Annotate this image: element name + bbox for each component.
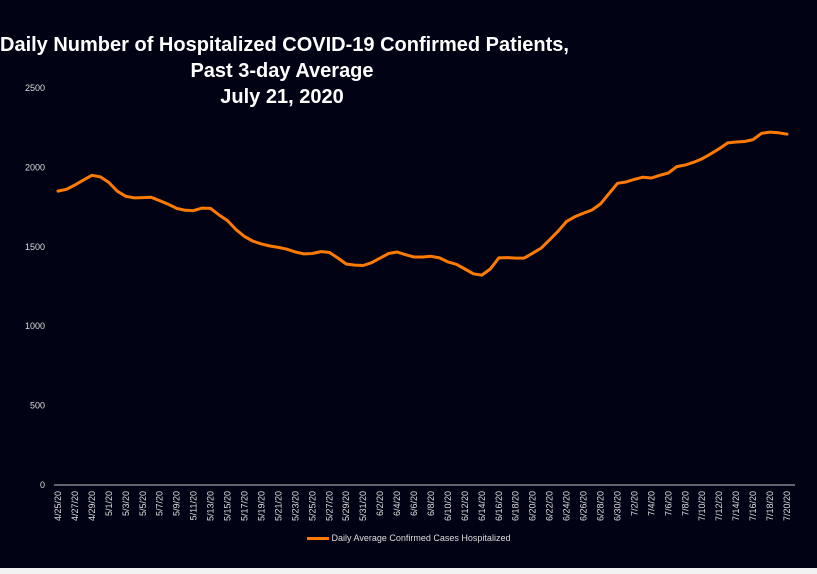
x-tick-label: 6/8/20 bbox=[426, 491, 436, 516]
legend: Daily Average Confirmed Cases Hospitaliz… bbox=[0, 533, 817, 543]
x-tick-label: 7/14/20 bbox=[731, 491, 741, 521]
x-tick-label: 5/13/20 bbox=[206, 491, 216, 521]
y-tick-label: 500 bbox=[30, 401, 45, 411]
x-tick-label: 6/2/20 bbox=[375, 491, 385, 516]
x-tick-label: 4/25/20 bbox=[53, 491, 63, 521]
chart-title-line-3: July 21, 2020 bbox=[220, 86, 344, 108]
x-tick-label: 5/27/20 bbox=[324, 491, 334, 521]
y-tick-label: 1500 bbox=[25, 242, 45, 252]
y-tick-label: 0 bbox=[40, 480, 45, 490]
x-tick-label: 5/25/20 bbox=[307, 491, 317, 521]
chart-title-line-2: Past 3-day Average bbox=[190, 60, 374, 82]
x-tick-label: 7/4/20 bbox=[646, 491, 656, 516]
x-tick-label: 5/19/20 bbox=[256, 491, 266, 521]
x-tick-label: 6/14/20 bbox=[477, 491, 487, 521]
x-tick-label: 6/28/20 bbox=[596, 491, 606, 521]
x-tick-label: 4/27/20 bbox=[70, 491, 80, 521]
series-line bbox=[56, 130, 789, 277]
chart-title: Daily Number of Hospitalized COVID-19 Co… bbox=[0, 32, 569, 110]
x-tick-label: 5/15/20 bbox=[223, 491, 233, 521]
x-tick-label: 7/10/20 bbox=[697, 491, 707, 521]
legend-label: Daily Average Confirmed Cases Hospitaliz… bbox=[331, 533, 511, 543]
x-tick-label: 6/18/20 bbox=[511, 491, 521, 521]
x-tick-label: 4/29/20 bbox=[87, 491, 97, 521]
y-tick-label: 2000 bbox=[25, 162, 45, 172]
x-tick-label: 7/12/20 bbox=[714, 491, 724, 521]
x-tick-label: 5/17/20 bbox=[239, 491, 249, 521]
x-tick-label: 5/5/20 bbox=[138, 491, 148, 516]
x-tick-label: 6/26/20 bbox=[579, 491, 589, 521]
x-tick-label: 7/8/20 bbox=[680, 491, 690, 516]
x-tick-label: 6/20/20 bbox=[528, 491, 538, 521]
x-tick-label: 6/16/20 bbox=[494, 491, 504, 521]
x-tick-label: 7/6/20 bbox=[663, 491, 673, 516]
x-tick-label: 6/24/20 bbox=[562, 491, 572, 521]
x-tick-label: 6/6/20 bbox=[409, 491, 419, 516]
x-tick-label: 5/9/20 bbox=[172, 491, 182, 516]
x-tick-label: 7/2/20 bbox=[629, 491, 639, 516]
x-tick-label: 5/3/20 bbox=[121, 491, 131, 516]
x-tick-label: 5/31/20 bbox=[358, 491, 368, 521]
x-tick-label: 6/10/20 bbox=[443, 491, 453, 521]
x-tick-label: 5/11/20 bbox=[189, 491, 199, 520]
x-tick-label: 6/12/20 bbox=[460, 491, 470, 521]
x-tick-label: 7/16/20 bbox=[748, 491, 758, 521]
x-tick-label: 5/7/20 bbox=[155, 491, 165, 516]
x-tick-label: 7/18/20 bbox=[765, 491, 775, 521]
x-tick-label: 7/20/20 bbox=[782, 491, 792, 521]
x-tick-label: 6/30/20 bbox=[612, 491, 622, 521]
x-tick-label: 5/29/20 bbox=[341, 491, 351, 521]
x-tick-label: 5/21/20 bbox=[273, 491, 283, 521]
legend-swatch bbox=[306, 537, 329, 541]
x-tick-label: 6/4/20 bbox=[392, 491, 402, 516]
x-tick-label: 5/1/20 bbox=[104, 491, 114, 516]
chart-title-line-1: Daily Number of Hospitalized COVID-19 Co… bbox=[0, 34, 569, 56]
y-tick-label: 2500 bbox=[25, 83, 45, 93]
x-tick-label: 6/22/20 bbox=[545, 491, 555, 521]
x-tick-label: 5/23/20 bbox=[290, 491, 300, 521]
y-tick-label: 1000 bbox=[25, 321, 45, 331]
